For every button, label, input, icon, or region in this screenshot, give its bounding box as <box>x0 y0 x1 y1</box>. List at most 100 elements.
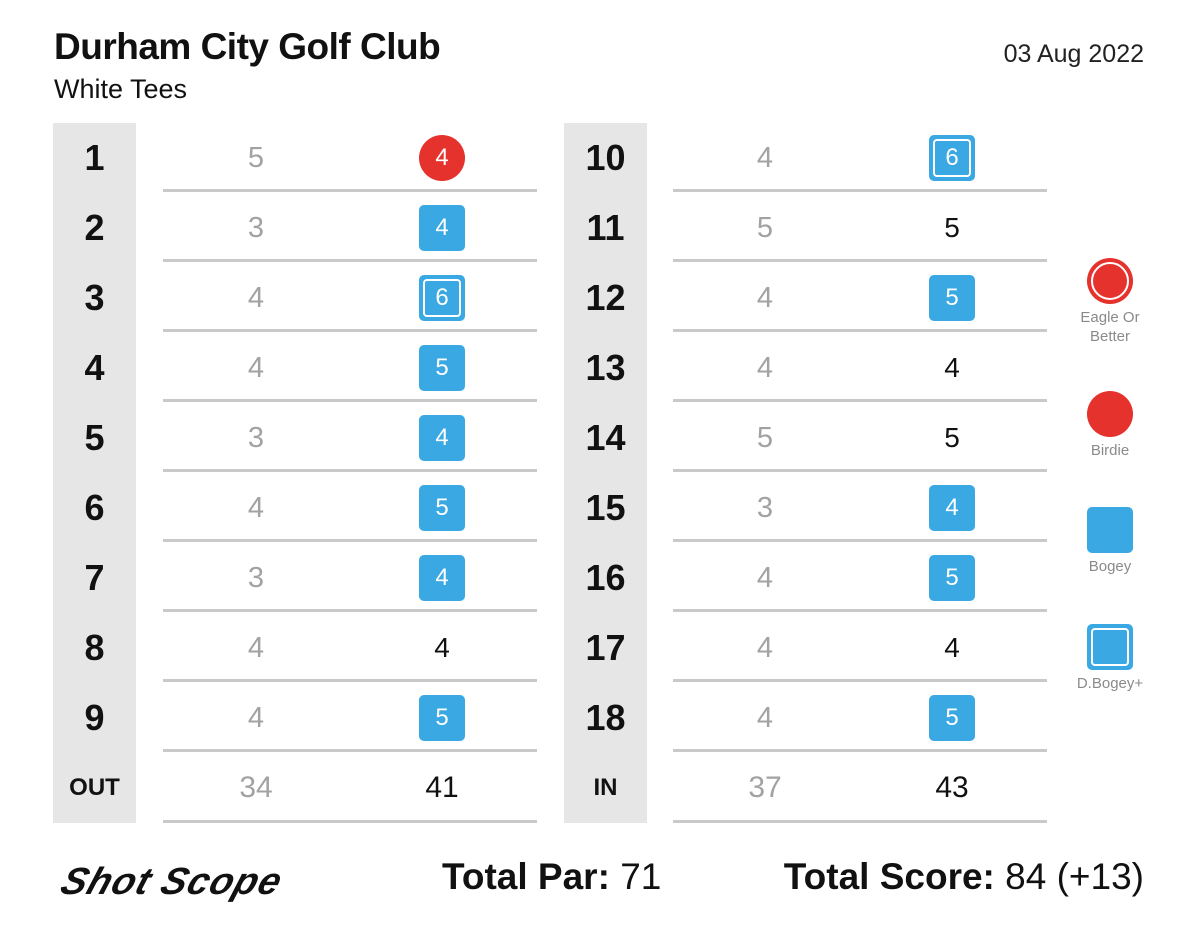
legend-bogey-label: Bogey <box>1088 558 1132 575</box>
hole-par: 3 <box>247 562 265 594</box>
hole-score-cell: 5 <box>402 683 482 753</box>
hole-score-cell: 5 <box>402 473 482 543</box>
legend-double-bogey: D.Bogey+ <box>1070 624 1150 693</box>
hole-score-cell: 6 <box>402 263 482 333</box>
hole-par: 4 <box>756 352 774 384</box>
hole-par: 4 <box>756 142 774 174</box>
round-date: 03 Aug 2022 <box>1003 40 1144 68</box>
row-divider <box>163 679 537 682</box>
double-bogey-marker-icon <box>1087 624 1133 670</box>
row-divider <box>673 609 1047 612</box>
hole-score-double-bogey-plus: 6 <box>419 275 465 321</box>
in-par: 37 <box>748 771 782 804</box>
row-divider <box>673 329 1047 332</box>
hole-score-cell: 5 <box>912 263 992 333</box>
total-par: Total Par: 71 <box>442 856 661 898</box>
hole-score-bogey: 5 <box>929 275 975 321</box>
out-par: 34 <box>239 771 273 804</box>
hole-par: 4 <box>756 632 774 664</box>
hole-score-cell: 5 <box>912 543 992 613</box>
hole-score-cell: 4 <box>912 473 992 543</box>
hole-score-par: 5 <box>944 212 960 243</box>
row-divider <box>673 539 1047 542</box>
legend-eagle: Eagle Or Better <box>1070 258 1150 346</box>
hole-par: 4 <box>247 632 265 664</box>
row-divider <box>163 539 537 542</box>
legend-birdie-label: Birdie <box>1090 442 1130 459</box>
row-divider <box>163 399 537 402</box>
row-divider <box>673 749 1047 752</box>
hole-score-bogey: 4 <box>929 485 975 531</box>
legend-eagle-label: Eagle Or Better <box>1080 309 1140 345</box>
hole-score-bogey: 5 <box>929 695 975 741</box>
row-divider <box>163 259 537 262</box>
hole-par: 3 <box>247 212 265 244</box>
hole-number: 8 <box>84 627 105 668</box>
hole-par: 4 <box>247 492 265 524</box>
eagle-marker-icon <box>1087 258 1133 304</box>
hole-number: 13 <box>585 347 626 388</box>
hole-score-par: 4 <box>944 632 960 663</box>
row-divider <box>673 679 1047 682</box>
birdie-marker-icon <box>1087 391 1133 437</box>
hole-score-birdie: 4 <box>419 135 465 181</box>
hole-score-cell: 4 <box>402 543 482 613</box>
row-divider <box>163 189 537 192</box>
hole-number: 18 <box>585 697 626 738</box>
hole-score-bogey: 4 <box>419 555 465 601</box>
hole-par: 4 <box>756 562 774 594</box>
hole-score-par: 5 <box>944 422 960 453</box>
hole-score-cell: 4 <box>402 123 482 193</box>
hole-score-cell: 4 <box>402 403 482 473</box>
total-score: Total Score: 84 (+13) <box>784 856 1144 898</box>
hole-number: 6 <box>84 487 105 528</box>
hole-score-cell: 4 <box>402 613 482 683</box>
row-divider <box>673 399 1047 402</box>
row-divider <box>163 329 537 332</box>
hole-score-cell: 5 <box>912 403 992 473</box>
out-label: OUT <box>69 774 120 801</box>
hole-par: 3 <box>247 422 265 454</box>
total-score-label: Total Score: <box>783 856 995 897</box>
hole-number: 15 <box>585 487 626 528</box>
hole-score-cell: 4 <box>912 613 992 683</box>
hole-score-bogey: 4 <box>419 205 465 251</box>
hole-score-par: 4 <box>434 632 450 663</box>
legend-bogey: Bogey <box>1070 507 1150 576</box>
out-divider <box>163 820 537 823</box>
legend-birdie: Birdie <box>1070 391 1150 460</box>
in-divider <box>673 820 1047 823</box>
in-label: IN <box>593 774 618 801</box>
hole-par: 4 <box>247 702 265 734</box>
hole-number: 11 <box>586 207 625 248</box>
hole-score-bogey: 4 <box>419 415 465 461</box>
club-name: Durham City Golf Club <box>54 26 441 67</box>
row-divider <box>673 469 1047 472</box>
shot-scope-logo: Shot Scope <box>56 861 289 903</box>
hole-number: 2 <box>84 207 105 248</box>
hole-number: 5 <box>84 417 105 458</box>
hole-number: 1 <box>84 137 105 178</box>
total-score-value: 84 (+13) <box>1005 856 1144 897</box>
hole-par: 4 <box>247 282 265 314</box>
hole-score-cell: 5 <box>912 683 992 753</box>
hole-number: 7 <box>84 557 105 598</box>
hole-number: 17 <box>585 627 626 668</box>
hole-par: 3 <box>756 492 774 524</box>
hole-par: 4 <box>756 702 774 734</box>
hole-number: 12 <box>585 277 626 318</box>
hole-number: 4 <box>84 347 105 388</box>
hole-par: 4 <box>247 352 265 384</box>
row-divider <box>163 609 537 612</box>
hole-score-par: 4 <box>944 352 960 383</box>
hole-par: 5 <box>756 212 774 244</box>
hole-score-cell: 5 <box>402 333 482 403</box>
front-nine-hole-column <box>53 123 136 823</box>
total-par-value: 71 <box>620 856 662 897</box>
in-score: 43 <box>935 771 969 804</box>
hole-par: 5 <box>247 142 265 174</box>
hole-number: 14 <box>585 417 626 458</box>
hole-score-bogey: 5 <box>929 555 975 601</box>
hole-number: 3 <box>84 277 105 318</box>
total-par-label: Total Par: <box>442 856 610 897</box>
